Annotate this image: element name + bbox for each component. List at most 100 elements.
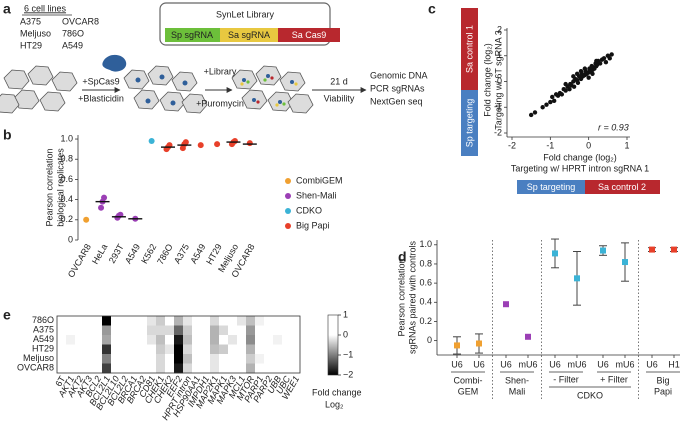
heat-cell bbox=[156, 325, 166, 336]
step-label: +Puromycin bbox=[196, 98, 244, 108]
point bbox=[603, 59, 609, 65]
axis-label: Targeting w/ 6T sgRNA 3 bbox=[493, 30, 503, 129]
heat-cell bbox=[174, 344, 184, 355]
heat-cell bbox=[66, 363, 76, 374]
point bbox=[600, 247, 606, 254]
point bbox=[649, 246, 655, 253]
heat-cell bbox=[111, 316, 121, 326]
heat-cell bbox=[138, 325, 148, 336]
condition-bar bbox=[517, 180, 585, 194]
point bbox=[609, 52, 614, 57]
x-tick-label: -1 bbox=[546, 140, 554, 150]
point bbox=[563, 81, 568, 87]
heat-cell bbox=[66, 335, 76, 345]
cell-cluster bbox=[231, 65, 314, 114]
heat-cell bbox=[138, 335, 148, 345]
axis-label: Pearson correlation bbox=[44, 148, 54, 226]
panel-label: e bbox=[3, 307, 11, 323]
y-tick-label: 1 bbox=[497, 50, 502, 60]
cell-line: OVCAR8 bbox=[62, 16, 99, 26]
heat-cell bbox=[111, 344, 121, 355]
heat-cell bbox=[246, 344, 256, 355]
heat-cell bbox=[183, 363, 193, 374]
row-label: A549 bbox=[33, 334, 54, 344]
heat-cell bbox=[165, 325, 175, 336]
heat-cell bbox=[57, 325, 67, 336]
heat-cell bbox=[264, 325, 274, 336]
heat-cell bbox=[273, 335, 283, 345]
heat-cell bbox=[237, 344, 247, 355]
colorbar-tick-label: −1 bbox=[343, 349, 353, 359]
library-part-label: Sp sgRNA bbox=[171, 30, 213, 40]
x-tick-label: U6 bbox=[597, 359, 609, 369]
axis-label: biological replicates bbox=[55, 148, 65, 227]
y-tick-label: 0.6 bbox=[419, 278, 432, 288]
axis-label: Shen- bbox=[505, 375, 529, 385]
heat-cell bbox=[264, 363, 274, 374]
condition-bar bbox=[461, 90, 478, 156]
step-label: +Library bbox=[204, 66, 237, 76]
legend-marker bbox=[285, 193, 291, 199]
heat-cell bbox=[75, 354, 85, 364]
heat-cell bbox=[201, 316, 211, 326]
point bbox=[571, 84, 577, 89]
heat-cell bbox=[255, 316, 265, 326]
step-label: 21 d bbox=[330, 76, 348, 86]
heat-cell bbox=[111, 363, 121, 374]
y-tick-label: 0 bbox=[68, 234, 73, 244]
heat-cell bbox=[57, 335, 67, 345]
row-label: A375 bbox=[33, 325, 54, 335]
point bbox=[601, 56, 607, 61]
heat-cell bbox=[201, 325, 211, 336]
column-label: 6T bbox=[53, 374, 67, 389]
x-tick-label: mU6 bbox=[567, 359, 586, 369]
heat-cell bbox=[129, 316, 139, 326]
heat-cell bbox=[219, 354, 229, 364]
point bbox=[597, 61, 603, 66]
heat-cell bbox=[75, 316, 85, 326]
heat-cell bbox=[210, 335, 220, 345]
heat-cell bbox=[102, 363, 112, 374]
heat-cell bbox=[246, 335, 256, 345]
cas9-icon bbox=[102, 54, 127, 72]
x-tick-label: H1 bbox=[668, 359, 680, 369]
heat-cell bbox=[120, 344, 130, 355]
heat-cell bbox=[291, 325, 301, 336]
heat-cell bbox=[192, 344, 202, 355]
y-tick-label: -2 bbox=[494, 127, 502, 137]
x-tick-label: mU6 bbox=[518, 359, 537, 369]
heat-cell bbox=[237, 354, 247, 364]
cell-cluster bbox=[123, 65, 208, 114]
heat-cell bbox=[201, 354, 211, 364]
point bbox=[550, 94, 555, 100]
step-label: +SpCas9 bbox=[82, 76, 119, 86]
heat-cell bbox=[111, 335, 121, 345]
y-tick-label: 0.2 bbox=[419, 316, 432, 326]
heat-cell bbox=[129, 325, 139, 336]
heat-cell bbox=[102, 325, 112, 336]
point bbox=[551, 98, 557, 104]
heat-cell bbox=[210, 344, 220, 355]
y-tick-label: 1.0 bbox=[60, 133, 73, 143]
legend-label: Shen-Mali bbox=[296, 190, 337, 200]
axis-label: Mali bbox=[509, 386, 526, 396]
heat-cell bbox=[282, 344, 292, 355]
axis-label: Papi bbox=[654, 386, 672, 396]
y-tick-label: 0 bbox=[497, 76, 502, 86]
heat-cell bbox=[93, 335, 103, 345]
condition-bar bbox=[585, 180, 660, 194]
library-part bbox=[220, 28, 278, 42]
heat-cell bbox=[147, 344, 157, 355]
heat-cell bbox=[291, 344, 301, 355]
y-tick-label: 2 bbox=[497, 24, 502, 34]
point bbox=[231, 138, 238, 145]
point bbox=[574, 275, 580, 282]
y-tick-label: 0.8 bbox=[419, 258, 432, 268]
point bbox=[528, 112, 534, 118]
heat-cell bbox=[228, 354, 238, 364]
heat-cell bbox=[93, 354, 103, 364]
heat-cell bbox=[282, 325, 292, 336]
heat-cell bbox=[219, 335, 229, 345]
heat-cell bbox=[228, 363, 238, 374]
x-tick-label: HeLa bbox=[90, 242, 109, 266]
